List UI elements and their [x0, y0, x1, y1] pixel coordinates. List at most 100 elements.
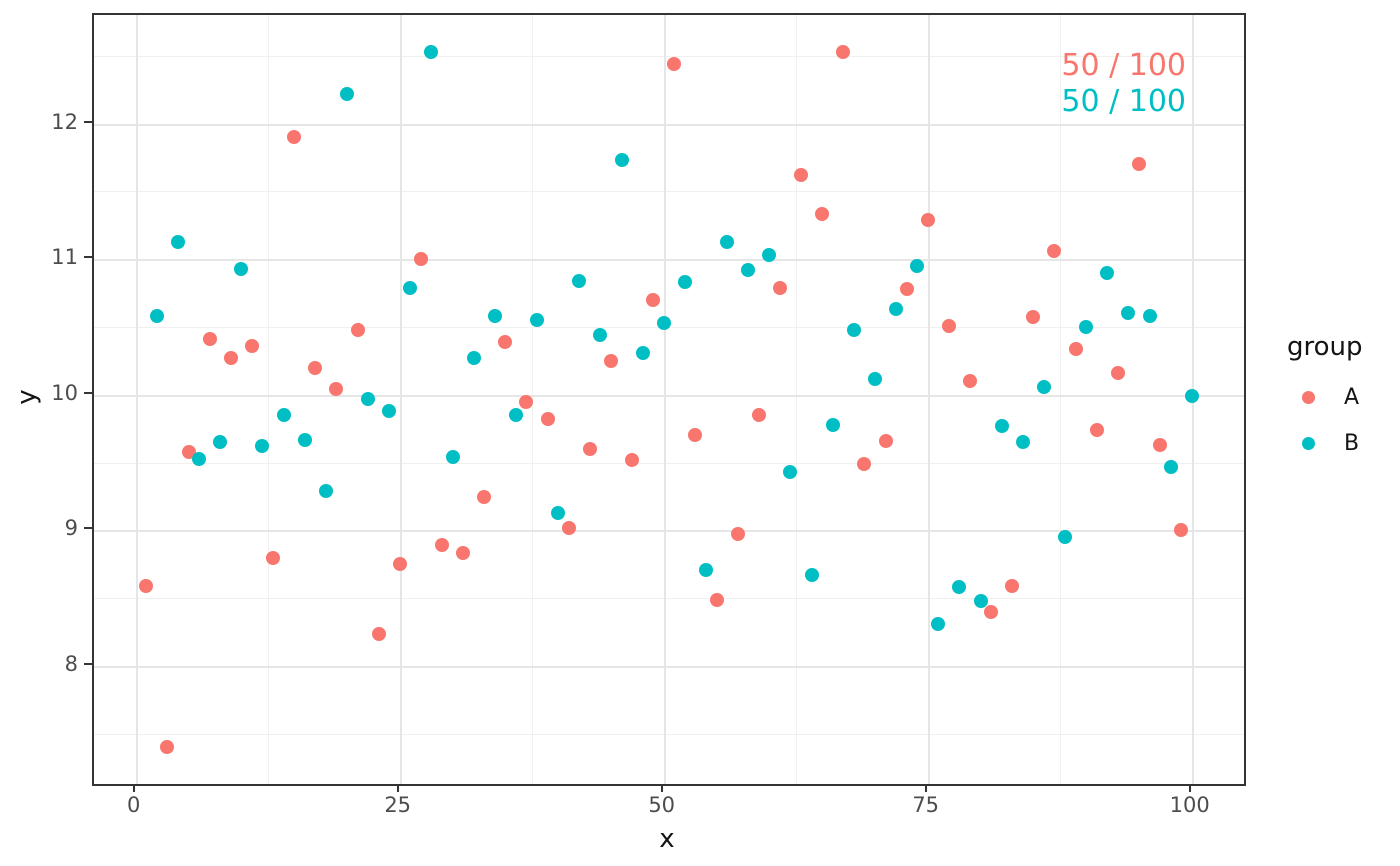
data-point-b	[424, 44, 439, 59]
data-point-b	[149, 309, 164, 324]
data-point-b	[192, 451, 207, 466]
data-point-b	[234, 261, 249, 276]
data-point-a	[878, 433, 893, 448]
data-point-a	[350, 322, 365, 337]
data-point-b	[783, 465, 798, 480]
data-point-a	[730, 527, 745, 542]
data-point-a	[540, 412, 555, 427]
x-axis-tick	[132, 784, 135, 792]
data-point-a	[857, 456, 872, 471]
x-axis-tick-label: 50	[648, 793, 676, 817]
data-point-b	[804, 568, 819, 583]
data-point-a	[772, 280, 787, 295]
gridline-horizontal	[94, 530, 1244, 533]
data-point-b	[593, 328, 608, 343]
data-point-b	[1058, 530, 1072, 545]
data-point-b	[931, 617, 946, 631]
data-point-a	[1131, 157, 1146, 172]
data-point-a	[223, 351, 238, 366]
data-point-b	[466, 351, 481, 366]
data-point-b	[762, 248, 777, 263]
legend-swatch-a-icon	[1302, 390, 1315, 404]
gridline-horizontal	[94, 666, 1244, 668]
x-axis-tick-label: 100	[1169, 793, 1210, 817]
data-point-b	[171, 234, 185, 249]
data-point-b	[445, 450, 460, 465]
data-point-a	[1047, 244, 1062, 258]
data-point-b	[1184, 389, 1199, 404]
legend-title: group	[1287, 332, 1363, 362]
x-axis-tick-label: 75	[912, 793, 940, 817]
y-axis-tick-label: 12	[51, 109, 78, 134]
data-point-a	[371, 626, 386, 641]
data-point-a	[308, 360, 323, 375]
data-point-a	[920, 212, 935, 227]
gridline-horizontal	[94, 462, 1244, 464]
data-point-b	[213, 435, 228, 450]
data-point-b	[952, 580, 967, 595]
data-point-b	[530, 313, 544, 328]
legend: group A B	[1287, 332, 1363, 466]
y-axis-tick	[84, 527, 92, 530]
data-point-b	[1121, 306, 1136, 321]
data-point-b	[572, 273, 587, 288]
data-point-a	[266, 550, 280, 565]
data-point-b	[508, 408, 523, 423]
data-point-a	[1068, 341, 1083, 356]
y-axis-tick-label: 10	[51, 380, 78, 405]
data-point-a	[519, 394, 534, 409]
y-axis-tick-label: 9	[64, 516, 78, 541]
legend-item-a: A	[1287, 374, 1363, 420]
data-point-a	[1153, 437, 1167, 452]
data-point-b	[318, 484, 333, 498]
data-point-a	[413, 252, 428, 267]
x-axis-tick-label: 0	[127, 793, 141, 817]
annotation-line: 50 / 100	[1061, 48, 1186, 83]
data-point-b	[846, 322, 861, 337]
data-point-b	[720, 234, 735, 249]
data-point-b	[487, 309, 502, 324]
data-point-b	[1079, 319, 1094, 334]
data-point-b	[973, 593, 988, 608]
data-point-b	[889, 302, 903, 317]
data-point-a	[603, 353, 618, 368]
data-point-a	[202, 332, 217, 347]
data-point-a	[899, 282, 914, 296]
data-point-b	[339, 86, 354, 101]
gridline-horizontal	[94, 394, 1244, 397]
data-point-b	[1142, 309, 1157, 324]
gridline-vertical	[399, 15, 402, 784]
plot-panel: 50 / 100 50 / 100	[92, 13, 1246, 786]
y-axis-tick	[84, 120, 92, 123]
data-point-a	[181, 444, 196, 459]
data-point-b	[910, 258, 925, 273]
data-point-b	[361, 391, 375, 406]
data-point-a	[1026, 310, 1041, 325]
data-point-a	[815, 207, 830, 222]
data-point-a	[794, 168, 808, 182]
gridline-horizontal	[94, 598, 1244, 600]
count-annotation: 50 / 100 50 / 100	[1061, 48, 1186, 120]
y-axis-tick-label: 8	[64, 652, 78, 676]
data-point-b	[677, 275, 692, 290]
data-point-a	[582, 442, 597, 456]
gridline-horizontal	[94, 326, 1244, 329]
data-point-a	[751, 408, 766, 423]
data-point-a	[1174, 523, 1189, 538]
legend-swatch-b-icon	[1302, 436, 1315, 450]
data-point-a	[244, 338, 259, 353]
x-axis-tick	[1188, 784, 1191, 792]
data-point-b	[382, 404, 397, 418]
data-point-a	[477, 489, 492, 504]
data-point-b	[255, 439, 270, 454]
gridline-vertical	[795, 15, 797, 784]
data-point-a	[435, 538, 449, 553]
data-point-b	[867, 371, 882, 386]
data-point-b	[1015, 435, 1030, 450]
data-point-a	[941, 318, 956, 333]
data-point-a	[329, 382, 344, 397]
x-axis-tick	[396, 784, 399, 792]
data-point-b	[276, 408, 291, 423]
gridline-vertical	[663, 15, 666, 784]
